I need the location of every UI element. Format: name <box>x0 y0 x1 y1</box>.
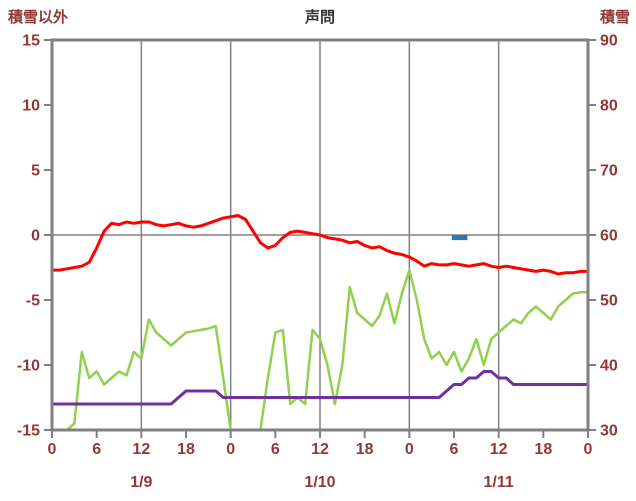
x-tick-labels: 0 6 12 18 0 6 12 18 0 6 12 18 0 <box>48 441 593 458</box>
left-tick-label: -15 <box>17 423 40 440</box>
chart-title: 声問 <box>304 9 335 26</box>
date-label: 1/11 <box>484 474 514 491</box>
right-tick-label: 50 <box>600 293 618 310</box>
right-tick-label: 70 <box>600 163 618 180</box>
series-green-line <box>52 268 588 430</box>
x-tick-label: 0 <box>584 441 593 458</box>
x-tick-label: 12 <box>132 441 150 458</box>
x-tick-label: 18 <box>534 441 552 458</box>
x-tick-label: 18 <box>177 441 195 458</box>
right-tick-label: 40 <box>600 358 618 375</box>
x-tick-label: 6 <box>271 441 280 458</box>
date-labels: 1/9 1/10 1/11 <box>130 474 514 491</box>
right-axis-title: 積雪 <box>599 9 630 26</box>
left-tick-label: 0 <box>31 228 40 245</box>
right-tick-label: 60 <box>600 228 618 245</box>
left-tick-label: -5 <box>26 293 40 310</box>
series-purple-line <box>52 370 588 406</box>
x-tick-label: 12 <box>490 441 508 458</box>
left-tick-label: -10 <box>17 358 40 375</box>
left-tick-label: 5 <box>31 163 40 180</box>
plot-area: 0 6 12 18 0 6 12 18 0 6 12 18 01/9 1/10 1/11151050-5-1… <box>17 33 618 492</box>
right-tick-label: 80 <box>600 98 618 115</box>
plot-border <box>50 38 590 432</box>
left-axis-tick-labels: 15 10 5 0 -5 -10 -15 <box>17 33 40 440</box>
right-axis-tick-labels: 90 80 70 60 50 40 30 <box>600 33 618 440</box>
x-tick-label: 0 <box>226 441 235 458</box>
right-tick-label: 90 <box>600 33 618 50</box>
left-tick-label: 10 <box>22 98 40 115</box>
date-label: 1/10 <box>304 474 335 491</box>
x-tick-label: 12 <box>311 441 329 458</box>
left-axis-title: 積雪以外 <box>8 9 69 26</box>
x-tick-label: 6 <box>450 441 459 458</box>
x-tick-label: 0 <box>405 441 414 458</box>
series-red-line <box>52 214 588 276</box>
left-tick-label: 15 <box>22 33 40 50</box>
x-tick-label: 6 <box>92 441 101 458</box>
right-tick-label: 30 <box>600 423 618 440</box>
date-label: 1/9 <box>130 474 152 491</box>
x-tick-label: 18 <box>356 441 374 458</box>
x-tick-label: 0 <box>48 441 57 458</box>
